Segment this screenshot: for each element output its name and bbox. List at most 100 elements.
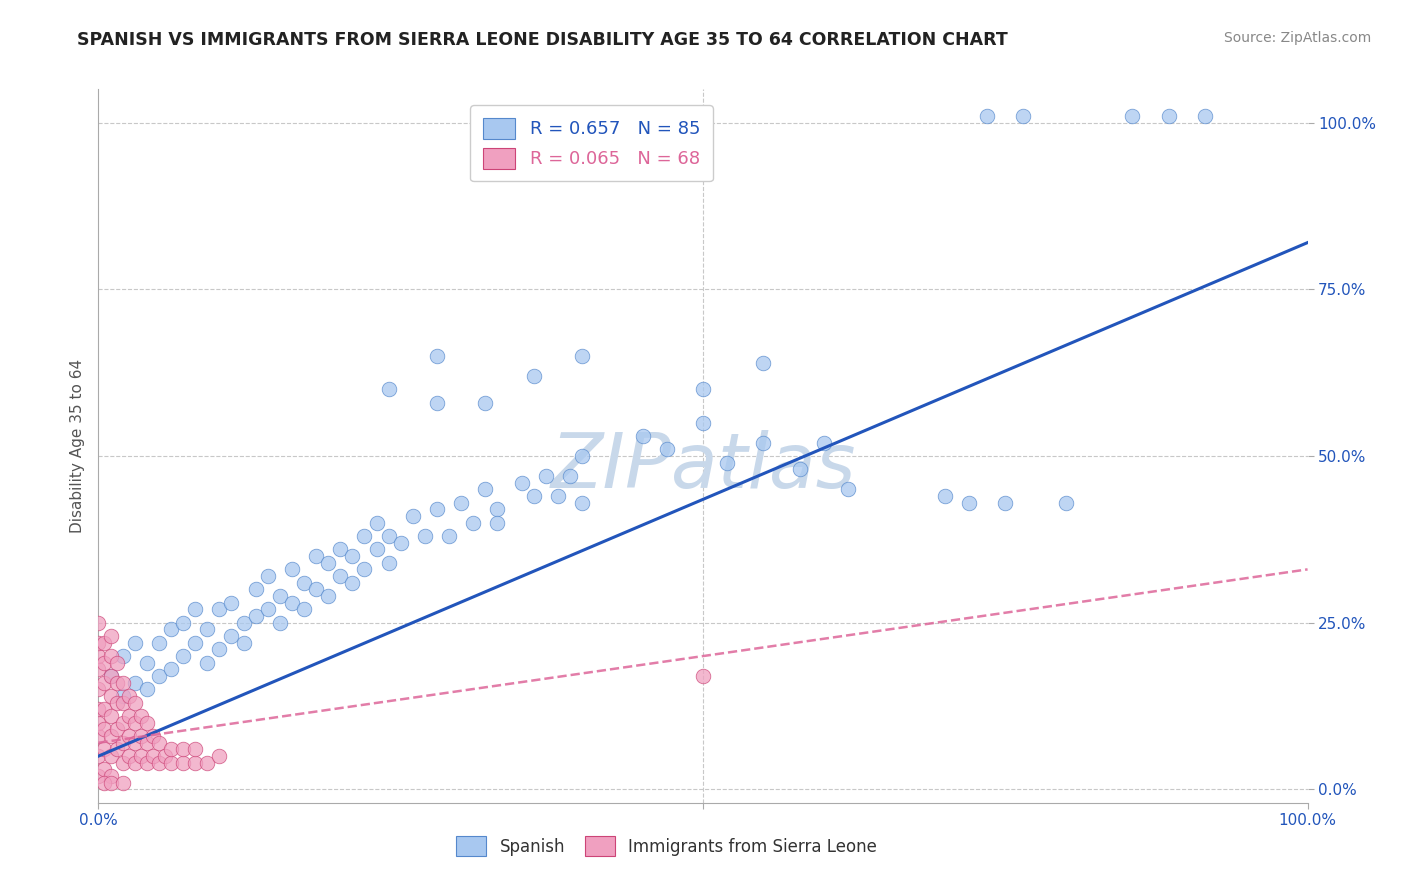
Point xyxy=(305,582,328,597)
Point xyxy=(100,749,122,764)
Point xyxy=(124,675,146,690)
Point xyxy=(934,489,956,503)
Point xyxy=(87,749,110,764)
Point xyxy=(486,502,509,516)
Point xyxy=(87,662,110,676)
Point xyxy=(342,549,364,563)
Point xyxy=(292,602,315,616)
Point xyxy=(377,556,399,570)
Point xyxy=(353,562,375,576)
Point xyxy=(245,582,267,597)
Point xyxy=(93,776,115,790)
Point xyxy=(221,596,243,610)
Point xyxy=(789,462,811,476)
Point xyxy=(208,749,231,764)
Point xyxy=(100,669,122,683)
Point xyxy=(292,575,315,590)
Point xyxy=(437,529,460,543)
Point xyxy=(87,636,110,650)
Point xyxy=(1121,109,1143,123)
Point xyxy=(135,715,157,730)
Point xyxy=(111,736,134,750)
Point xyxy=(105,656,128,670)
Point xyxy=(463,516,485,530)
Point xyxy=(124,756,146,770)
Point xyxy=(105,723,128,737)
Point xyxy=(547,489,569,503)
Point xyxy=(523,489,546,503)
Point xyxy=(377,529,399,543)
Point xyxy=(172,742,194,756)
Point xyxy=(184,742,207,756)
Point xyxy=(148,636,170,650)
Point xyxy=(366,542,388,557)
Point xyxy=(142,729,165,743)
Point xyxy=(752,435,775,450)
Point xyxy=(486,516,509,530)
Point xyxy=(172,615,194,630)
Point xyxy=(631,429,654,443)
Point xyxy=(752,356,775,370)
Point xyxy=(93,742,115,756)
Point xyxy=(93,636,115,650)
Text: ZIPatlas: ZIPatlas xyxy=(550,431,856,504)
Point xyxy=(124,736,146,750)
Point xyxy=(135,756,157,770)
Point xyxy=(111,696,134,710)
Point xyxy=(124,715,146,730)
Point xyxy=(450,496,472,510)
Point xyxy=(184,636,207,650)
Point xyxy=(523,368,546,383)
Point xyxy=(118,729,141,743)
Point xyxy=(100,769,122,783)
Point xyxy=(655,442,678,457)
Point xyxy=(558,469,581,483)
Point xyxy=(100,729,122,743)
Point xyxy=(87,729,110,743)
Point xyxy=(148,736,170,750)
Point xyxy=(111,756,134,770)
Point xyxy=(184,602,207,616)
Point xyxy=(716,456,738,470)
Point xyxy=(474,483,496,497)
Point xyxy=(571,349,593,363)
Point xyxy=(329,569,352,583)
Point xyxy=(105,675,128,690)
Point xyxy=(160,623,183,637)
Point xyxy=(111,776,134,790)
Point xyxy=(256,602,278,616)
Point xyxy=(534,469,557,483)
Point xyxy=(571,449,593,463)
Point xyxy=(1157,109,1180,123)
Point xyxy=(148,756,170,770)
Point xyxy=(692,669,714,683)
Point xyxy=(111,649,134,664)
Point xyxy=(195,756,218,770)
Point xyxy=(474,395,496,409)
Point xyxy=(148,669,170,683)
Point xyxy=(135,736,157,750)
Point xyxy=(256,569,278,583)
Point xyxy=(195,656,218,670)
Point xyxy=(692,382,714,396)
Point xyxy=(221,629,243,643)
Point xyxy=(100,776,122,790)
Y-axis label: Disability Age 35 to 64: Disability Age 35 to 64 xyxy=(69,359,84,533)
Point xyxy=(93,656,115,670)
Point xyxy=(195,623,218,637)
Point xyxy=(837,483,859,497)
Point xyxy=(316,556,339,570)
Point xyxy=(172,756,194,770)
Point xyxy=(813,435,835,450)
Point xyxy=(692,416,714,430)
Point xyxy=(153,749,176,764)
Point xyxy=(100,689,122,703)
Point xyxy=(100,649,122,664)
Point xyxy=(129,749,152,764)
Point xyxy=(413,529,436,543)
Point xyxy=(208,642,231,657)
Point xyxy=(957,496,980,510)
Point xyxy=(100,709,122,723)
Point xyxy=(93,763,115,777)
Point xyxy=(281,596,304,610)
